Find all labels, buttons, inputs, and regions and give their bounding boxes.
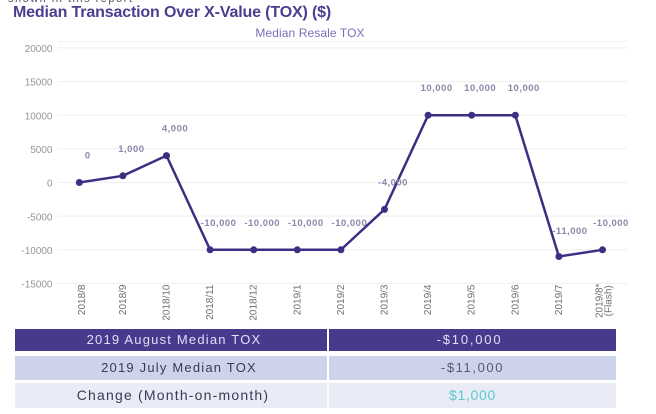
svg-text:-10,000: -10,000 xyxy=(593,218,629,229)
svg-text:15000: 15000 xyxy=(25,78,53,89)
svg-text:-10,000: -10,000 xyxy=(288,218,324,229)
svg-text:20000: 20000 xyxy=(25,44,53,55)
svg-text:5000: 5000 xyxy=(30,145,53,156)
svg-text:2018/11: 2018/11 xyxy=(205,284,216,320)
svg-text:1,000: 1,000 xyxy=(118,144,144,155)
svg-text:2018/8: 2018/8 xyxy=(77,284,88,315)
svg-text:-15000: -15000 xyxy=(21,280,53,291)
svg-text:2019/3: 2019/3 xyxy=(380,284,391,315)
svg-text:2019/7: 2019/7 xyxy=(554,284,565,315)
svg-text:0: 0 xyxy=(85,151,91,162)
svg-text:2018/9: 2018/9 xyxy=(118,284,129,315)
svg-text:2019/6: 2019/6 xyxy=(510,284,521,315)
svg-text:4,000: 4,000 xyxy=(162,124,188,135)
svg-text:-10,000: -10,000 xyxy=(244,218,280,229)
svg-text:-11,000: -11,000 xyxy=(552,226,587,237)
svg-text:2019/2: 2019/2 xyxy=(336,284,347,315)
svg-text:-4,000: -4,000 xyxy=(378,177,408,188)
svg-text:-10,000: -10,000 xyxy=(332,218,368,229)
svg-text:10000: 10000 xyxy=(25,111,53,122)
svg-text:2019/8*: 2019/8* xyxy=(595,283,606,318)
svg-text:-10000: -10000 xyxy=(21,246,53,257)
svg-text:0: 0 xyxy=(47,179,53,190)
svg-text:-10,000: -10,000 xyxy=(201,218,237,229)
svg-text:2018/12: 2018/12 xyxy=(249,284,260,321)
svg-text:2019/1: 2019/1 xyxy=(292,284,303,315)
svg-text:-5000: -5000 xyxy=(27,212,53,223)
svg-text:10,000: 10,000 xyxy=(508,83,540,94)
svg-text:2019/4: 2019/4 xyxy=(423,284,434,315)
svg-text:10,000: 10,000 xyxy=(464,83,496,94)
svg-text:2019/5: 2019/5 xyxy=(467,284,478,315)
svg-text:10,000: 10,000 xyxy=(421,83,453,94)
svg-text:2018/10: 2018/10 xyxy=(162,284,173,321)
svg-text:(Flash): (Flash) xyxy=(604,285,615,316)
